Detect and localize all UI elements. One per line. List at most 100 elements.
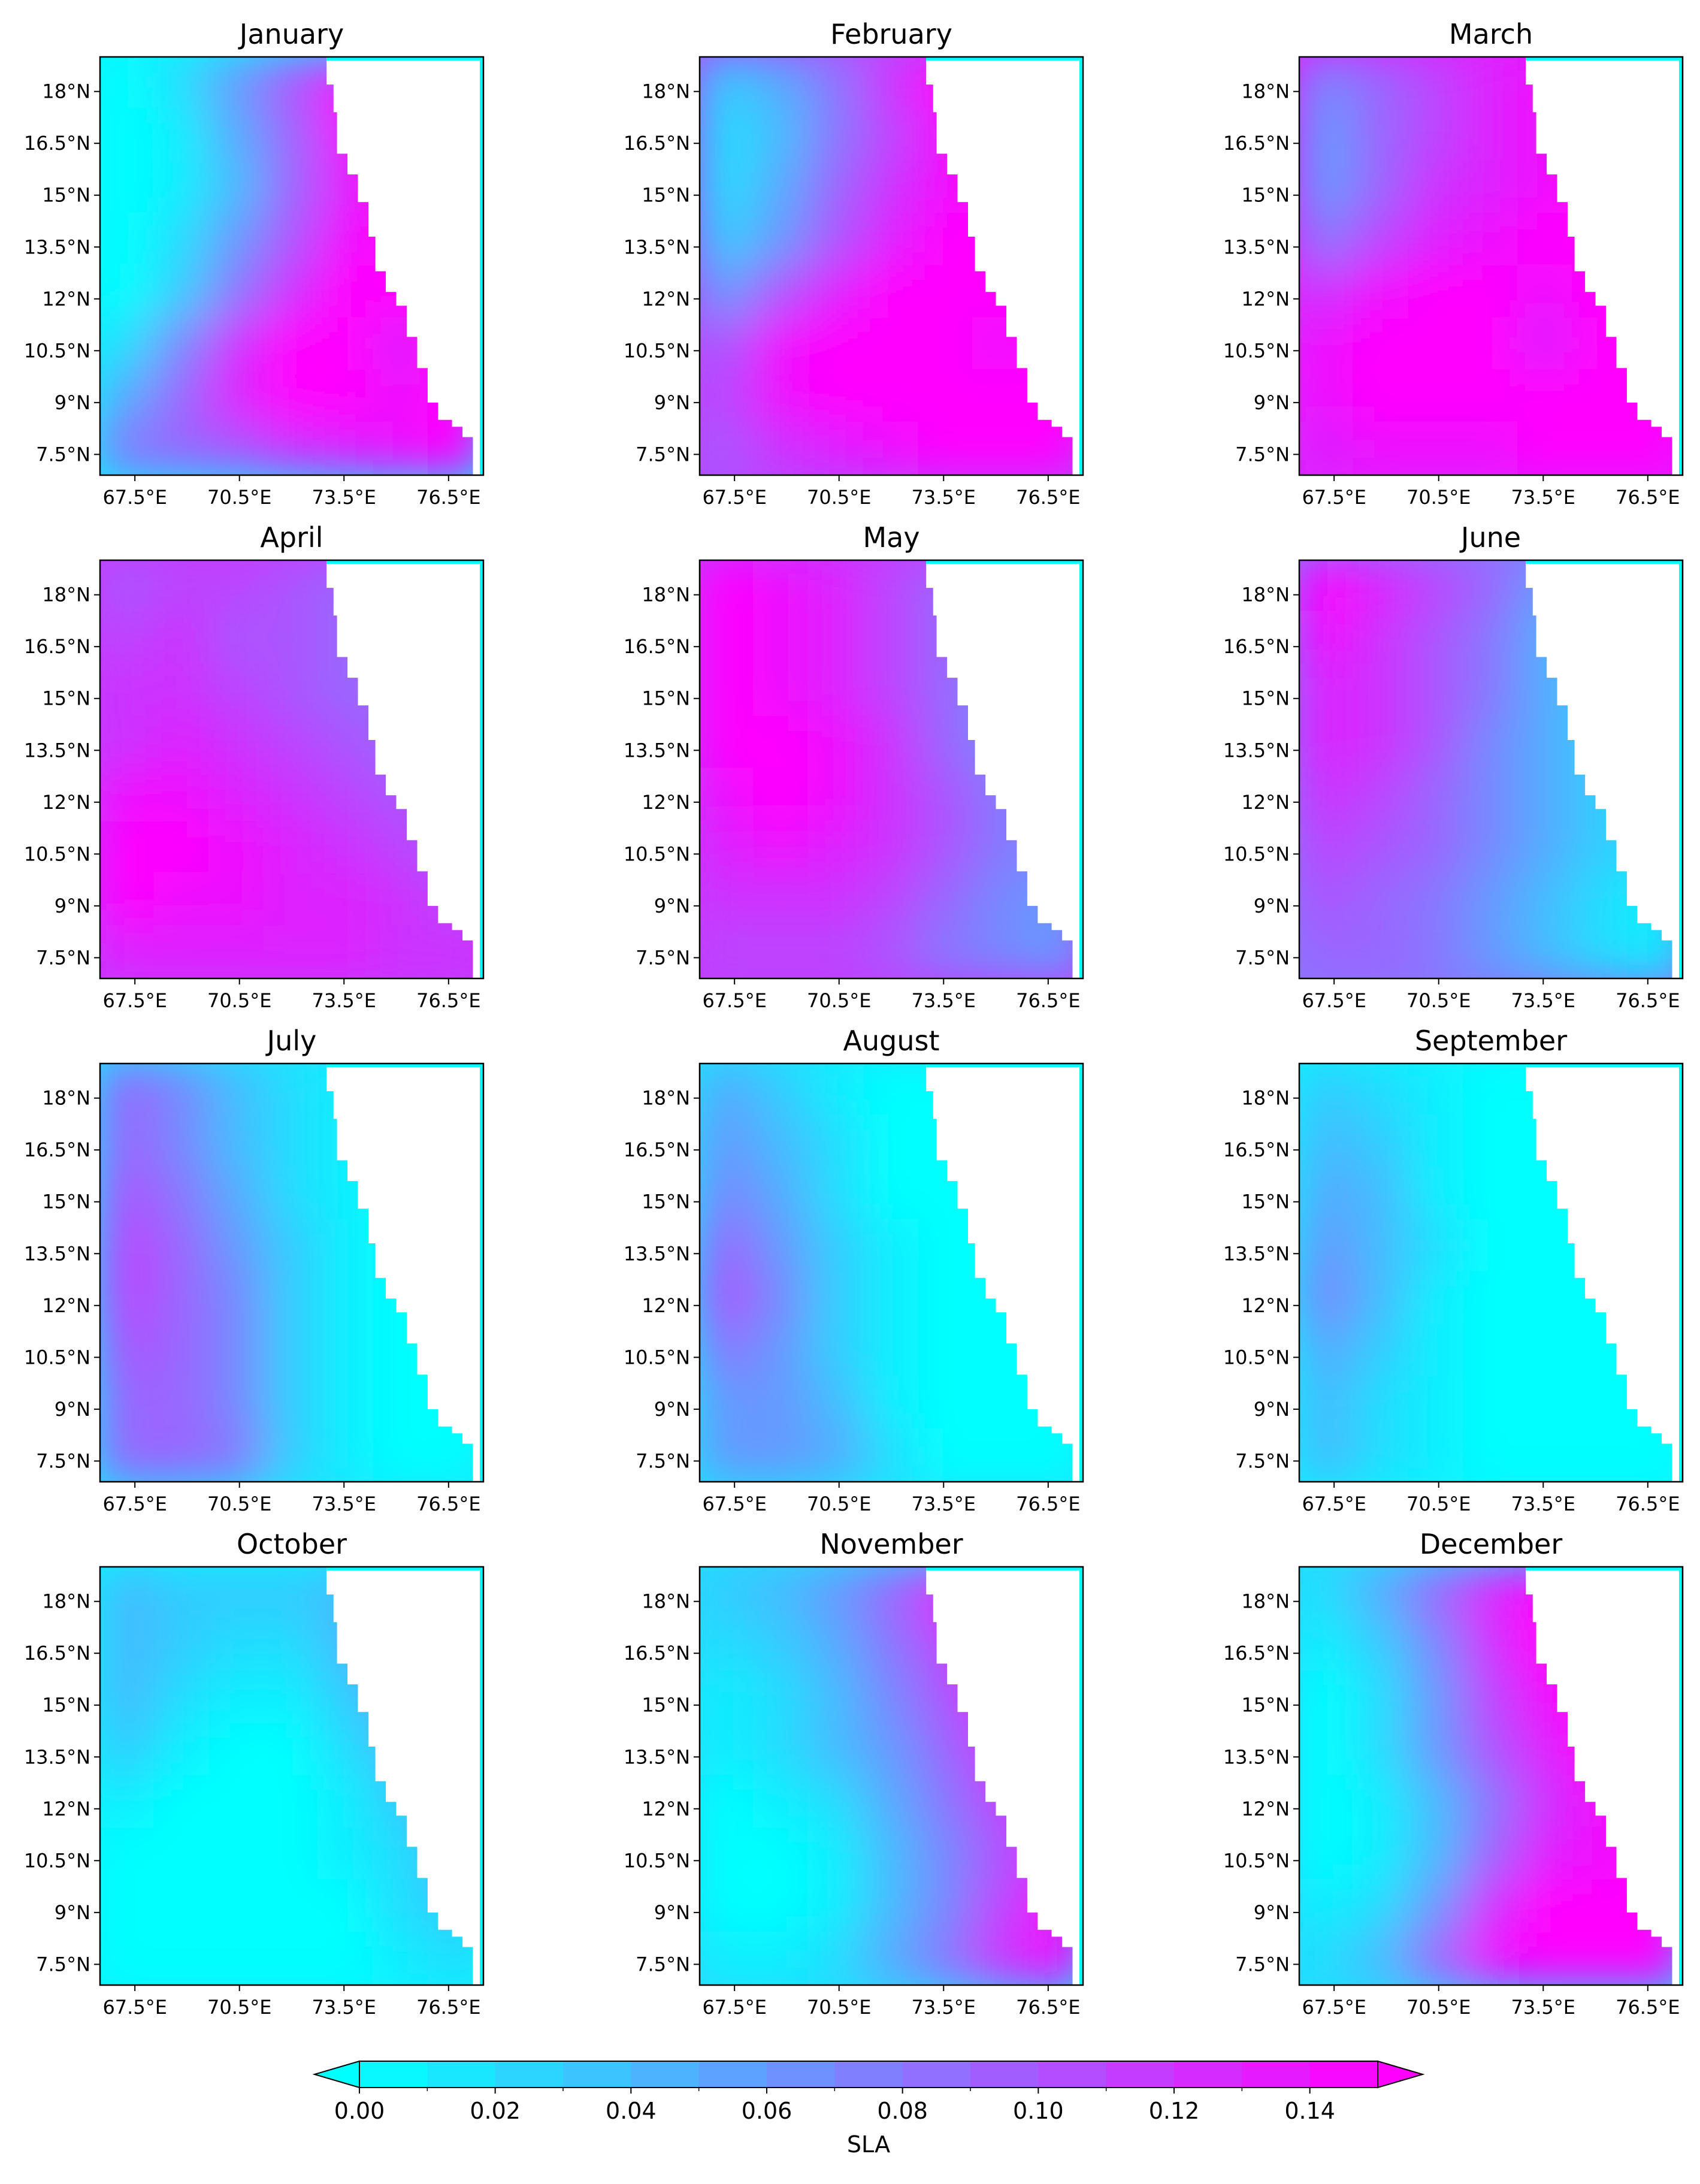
x-tick-label: 67.5°E [102,486,167,509]
sla-cell [263,212,320,267]
sla-cell [1517,872,1575,928]
sla-cell [753,265,810,320]
sla-cell [1353,663,1410,718]
y-tick-label: 15°N [642,184,690,207]
sla-cell [100,108,156,163]
y-tick-label: 15°N [642,1694,690,1717]
sla-cell [1353,1722,1410,1777]
x-tick-label: 67.5°E [702,989,766,1012]
sla-cell [972,1931,1030,1985]
sla-cell [263,369,320,424]
sla-cell [208,1324,266,1379]
y-tick-label: 10.5°N [24,1849,90,1872]
sla-cell [1353,820,1410,875]
sla-cell [807,1376,866,1431]
border-strip-right [1079,560,1083,978]
sla-cell [807,1064,866,1117]
sla-cell [100,611,156,666]
y-tick-label: 9°N [1254,391,1290,414]
sla-cell [863,872,920,928]
sla-cell [208,317,266,372]
sla-cell [100,160,156,215]
y-tick-label: 18°N [1241,80,1290,103]
land-mask [1526,1064,1683,1482]
x-tick-label: 76.5°E [1616,1493,1680,1515]
x-tick-label: 67.5°E [102,1996,167,2019]
sla-cell [700,1167,756,1222]
sla-cell [153,1064,211,1117]
sla-cell [700,1722,756,1777]
sla-cell [863,57,920,111]
sla-cell [208,1618,266,1673]
y-tick-label: 16.5°N [624,635,690,658]
sla-cell [1572,872,1629,928]
y-tick-label: 12°N [42,1798,90,1820]
sla-cell [153,1722,211,1777]
sla-cell [1407,611,1465,666]
sla-cell [100,663,156,718]
y-tick-label: 18°N [1241,584,1290,606]
sla-cell [807,1879,866,1934]
sla-cell [317,1428,376,1482]
sla-cell [807,1618,866,1673]
y-tick-label: 18°N [642,1590,690,1613]
sla-cell [863,1219,920,1274]
sla-cell [153,768,211,823]
sla-cell [208,160,266,215]
sla-cell [1462,1219,1520,1274]
sla-cell [1353,1775,1410,1830]
x-tick-label: 73.5°E [1511,1996,1575,2019]
colorbar-tick-label: 0.10 [1013,2098,1064,2124]
sla-cell [1353,369,1410,424]
sla-cell [208,611,266,666]
sla-cell [373,369,430,424]
sla-cell [1407,1931,1465,1985]
y-tick-label: 16.5°N [624,1138,690,1161]
y-tick-label: 15°N [1241,687,1290,710]
colorbar-band [495,2061,564,2088]
panel-title: June [1459,521,1521,554]
panel-september: September 7.5°N 9°N 10.5°N 12°N 13.5°N 15°N 16.… [1223,1025,1684,1515]
sla-cell [263,560,320,614]
land-mask [1526,1567,1683,1985]
y-tick-label: 13.5°N [1223,235,1290,258]
sla-cell [753,160,810,215]
sla-cell [100,421,156,475]
sla-cell [1299,1827,1356,1882]
sla-cell [753,1167,810,1222]
sla-cell [317,768,376,823]
sla-cell [1407,160,1465,215]
sla-cell [807,317,866,372]
sla-cell [208,108,266,163]
panel-october: October 7.5°N 9°N 10.5°N 12°N 13.5°N 15°N 16.5°… [24,1528,485,2019]
sla-cell [700,663,756,718]
sla-cell [700,1114,756,1170]
sla-cell [863,1827,920,1882]
y-tick-label: 7.5°N [36,443,90,466]
sla-cell [1462,1167,1520,1222]
sla-cell [153,1879,211,1934]
y-tick-label: 7.5°N [636,1449,690,1472]
sla-cell [1299,1376,1356,1431]
sla-cell [153,1618,211,1673]
sla-cell [1299,57,1356,111]
sla-cell [1299,925,1356,978]
sla-cell [753,1219,810,1274]
sla-cell [153,925,211,978]
sla-cell [1462,1428,1520,1482]
sla-cell [1299,1324,1356,1379]
y-tick-label: 9°N [1254,1398,1290,1421]
panel-frame [1298,56,1684,476]
y-tick-label: 18°N [642,584,690,606]
sla-cell [863,1567,920,1621]
sla-cell [263,1271,320,1327]
sla-cell [263,1618,320,1673]
sla-cell [317,212,376,267]
sla-cell [863,1775,920,1830]
sla-cell [1299,1114,1356,1170]
sla-cell [1299,421,1356,475]
y-tick-label: 10.5°N [624,1849,690,1872]
x-tick-label: 67.5°E [102,1493,167,1515]
sla-cell [1299,1064,1356,1117]
sla-cell [863,160,920,215]
